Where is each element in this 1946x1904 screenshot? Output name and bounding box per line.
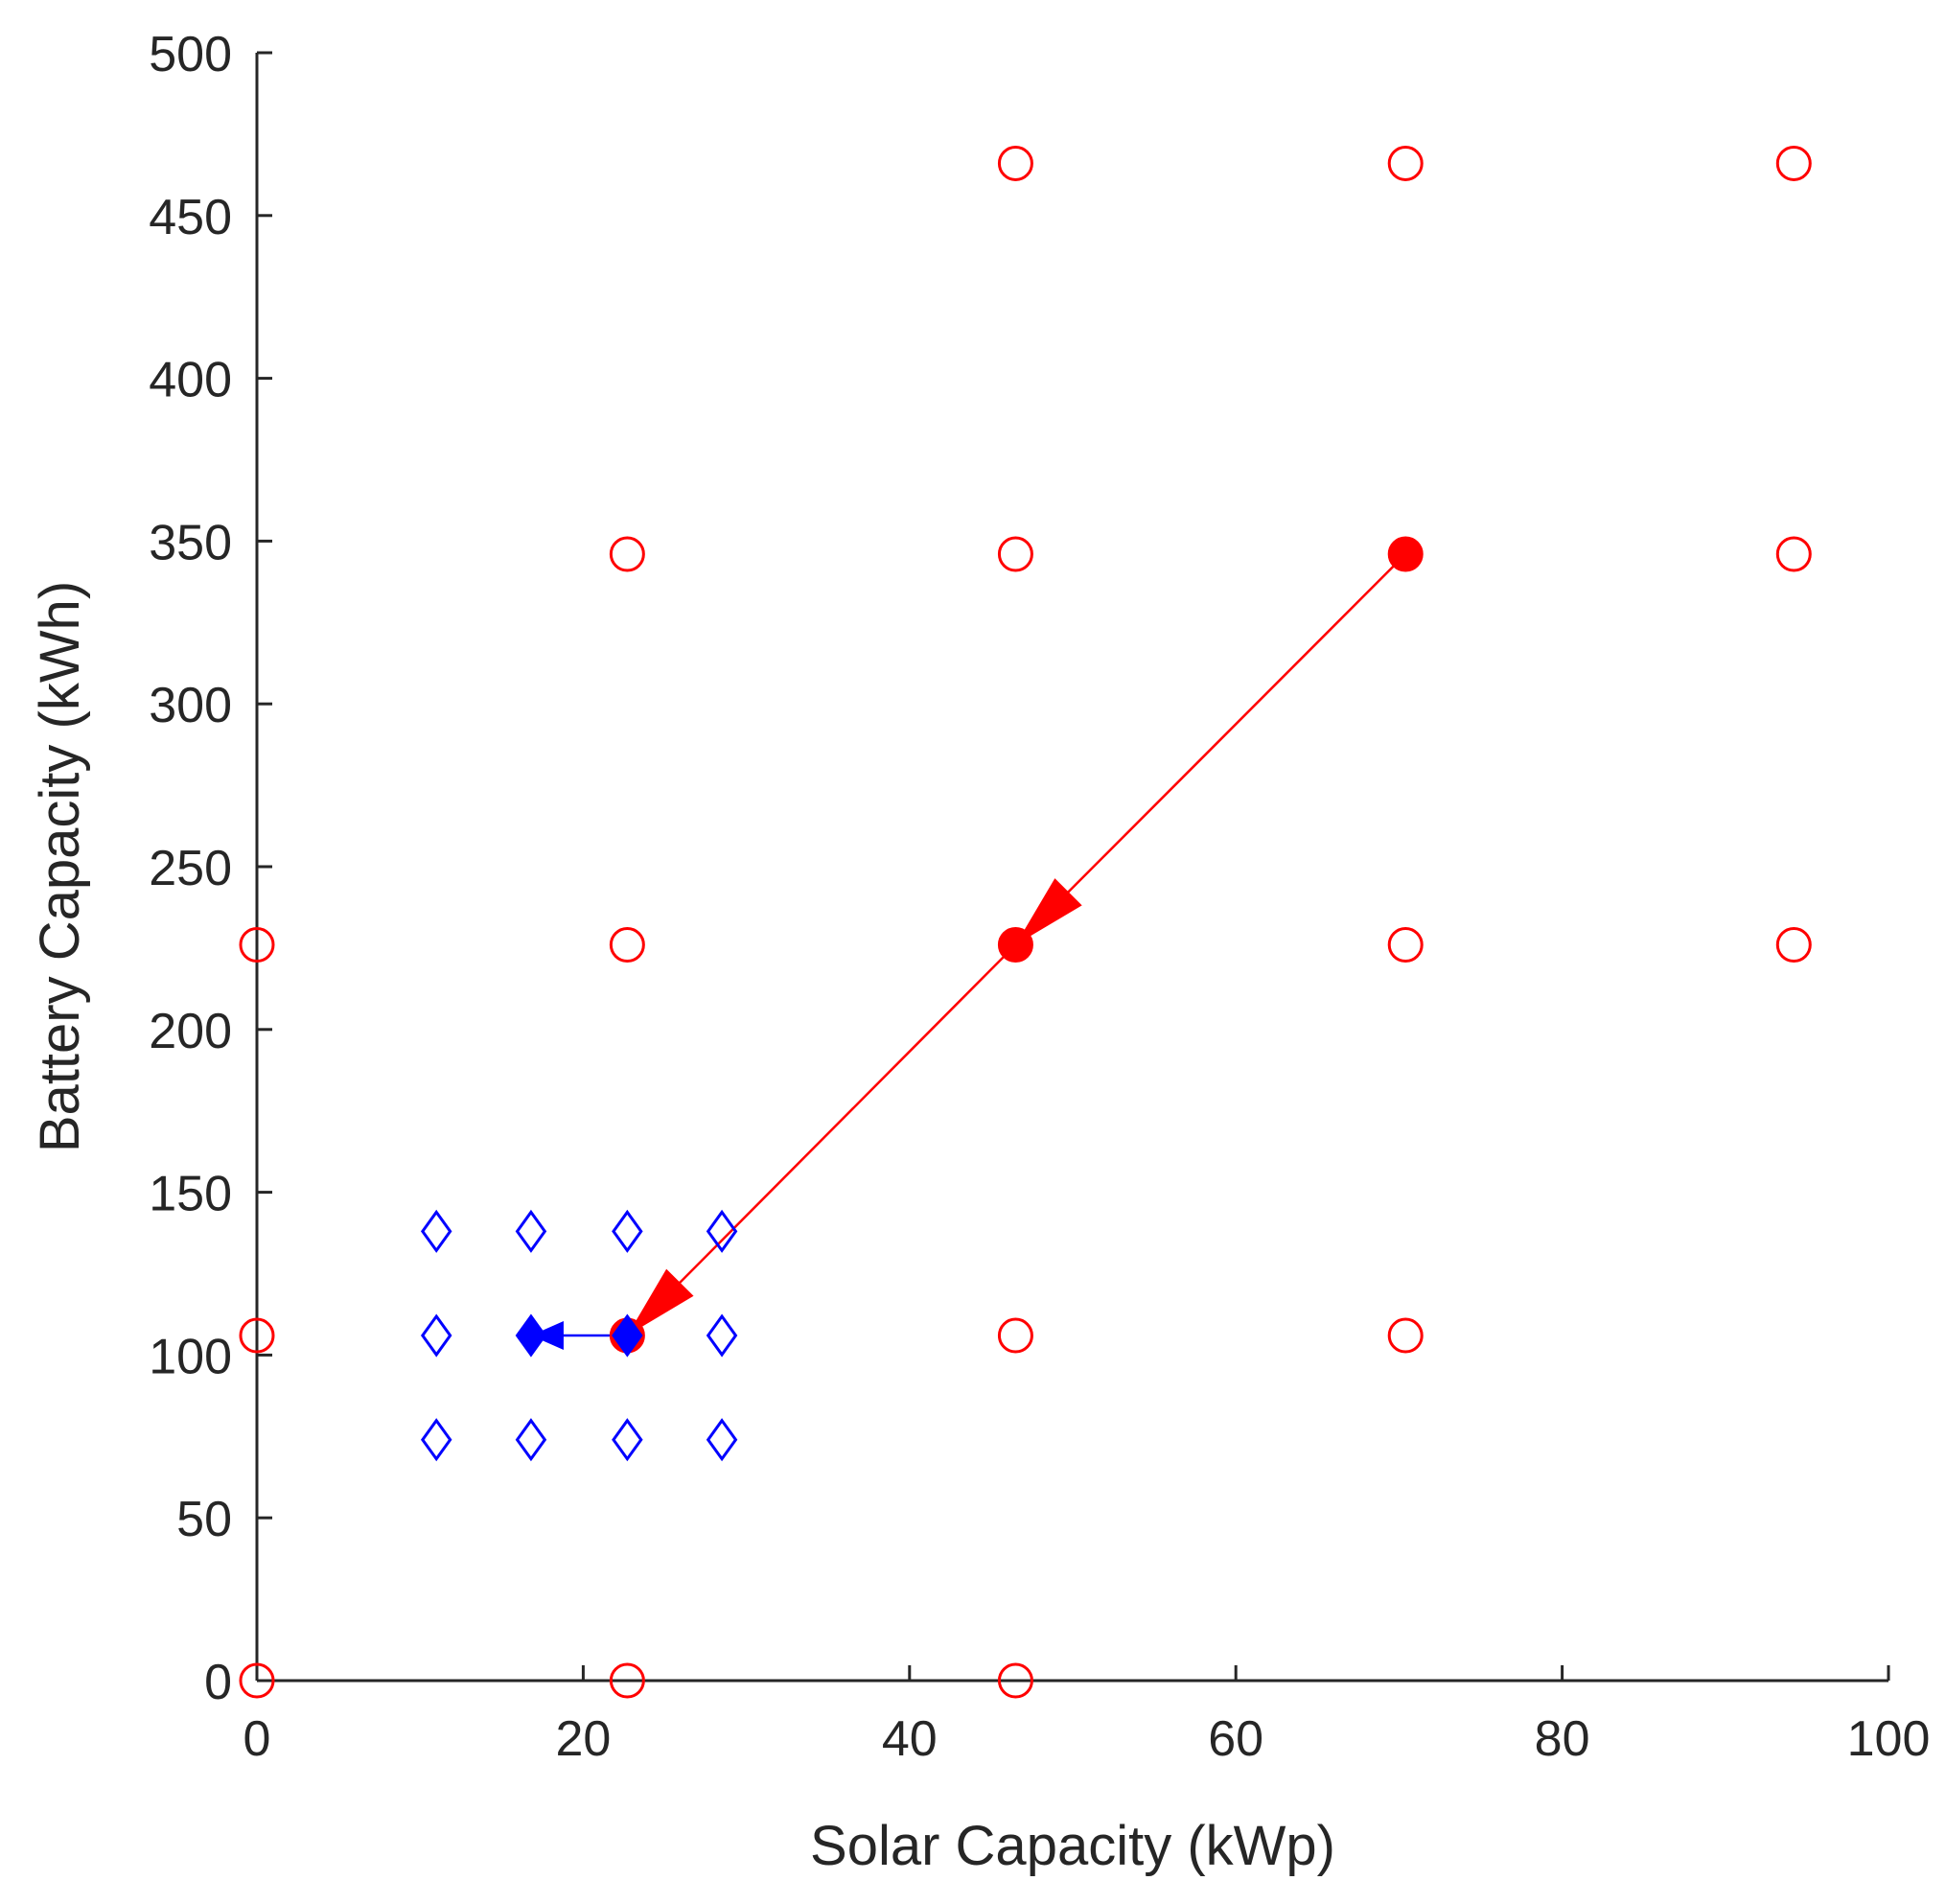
coarse-grid-point — [1387, 1317, 1424, 1354]
coarse-grid-point — [1775, 145, 1812, 181]
fine-grid-point — [612, 1418, 643, 1462]
y-tick-label: 0 — [204, 1655, 232, 1710]
coarse-grid-point — [1387, 927, 1424, 964]
fine-path-point — [515, 1313, 547, 1358]
y-tick-label: 350 — [149, 515, 232, 570]
coarse-path-arrowhead — [1015, 878, 1082, 945]
x-axis-label: Solar Capacity (kWp) — [810, 1815, 1335, 1877]
y-tick-label: 250 — [149, 841, 232, 896]
coarse-grid-point — [239, 1662, 275, 1699]
coarse-grid-point — [239, 927, 275, 964]
coarse-path-arrowhead — [627, 1268, 694, 1336]
optimization-paths — [530, 553, 1407, 1351]
coarse-grid-point — [239, 1317, 275, 1354]
fine-grid-point — [420, 1418, 452, 1462]
coarse-grid-point — [997, 536, 1033, 572]
x-tick-label: 100 — [1847, 1711, 1931, 1767]
coarse-grid-point — [997, 1662, 1033, 1699]
coarse-grid-point — [1775, 536, 1812, 572]
coarse-grid-point — [997, 145, 1033, 181]
y-tick-label: 500 — [149, 27, 232, 82]
coarse-path-point — [997, 927, 1033, 964]
x-tick-label: 60 — [1208, 1711, 1263, 1767]
y-tick-label: 150 — [149, 1167, 232, 1222]
fine-grid-point — [612, 1209, 643, 1253]
coarse-grid-point — [1775, 927, 1812, 964]
fine-path-arrowhead — [530, 1321, 564, 1351]
y-tick-label: 200 — [149, 1004, 232, 1059]
x-tick-label: 20 — [555, 1711, 611, 1767]
fine-grid-point — [706, 1313, 738, 1358]
fine-grid-point — [515, 1418, 547, 1462]
y-tick-label: 50 — [176, 1492, 232, 1547]
coarse-grid-point — [609, 536, 645, 572]
y-tick-label: 300 — [149, 678, 232, 733]
x-tick-label: 80 — [1535, 1711, 1590, 1767]
x-tick-label: 0 — [243, 1711, 271, 1767]
fine-path-point — [612, 1313, 643, 1358]
coarse-grid-point — [609, 927, 645, 964]
y-tick-label: 450 — [149, 190, 232, 245]
coarse-path-segment — [1014, 553, 1407, 946]
x-tick-label: 40 — [882, 1711, 938, 1767]
fine-grid-point — [515, 1209, 547, 1253]
coarse-grid-point — [609, 1662, 645, 1699]
fine-grid-point — [706, 1418, 738, 1462]
fine-grid-point — [706, 1209, 738, 1253]
coarse-grid-point — [997, 1317, 1033, 1354]
axes — [255, 53, 1888, 1683]
coarse-grid-point — [1387, 145, 1424, 181]
y-tick-label: 400 — [149, 353, 232, 408]
y-tick-label: 100 — [149, 1329, 232, 1384]
coarse-path-point — [1387, 536, 1424, 572]
coarse-path-segment — [626, 943, 1017, 1336]
y-axis-ticks: 0 50 100 150 200 250 300 350 400 450 500 — [149, 27, 272, 1710]
x-axis-ticks: 0 20 40 60 80 100 — [243, 1665, 1931, 1767]
fine-grid-point — [420, 1209, 452, 1253]
y-axis-label: Battery Capacity (kWh) — [29, 581, 91, 1152]
data-markers — [239, 145, 1812, 1699]
fine-grid-point — [420, 1313, 452, 1358]
